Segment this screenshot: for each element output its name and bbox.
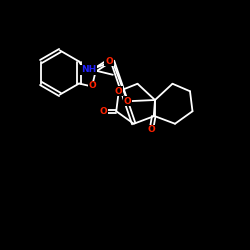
Text: O: O: [124, 97, 132, 106]
Text: O: O: [100, 107, 108, 116]
Text: O: O: [115, 87, 122, 96]
Text: NH: NH: [81, 66, 96, 74]
Text: O: O: [89, 82, 97, 90]
Text: O: O: [148, 126, 155, 134]
Text: O: O: [105, 56, 113, 66]
